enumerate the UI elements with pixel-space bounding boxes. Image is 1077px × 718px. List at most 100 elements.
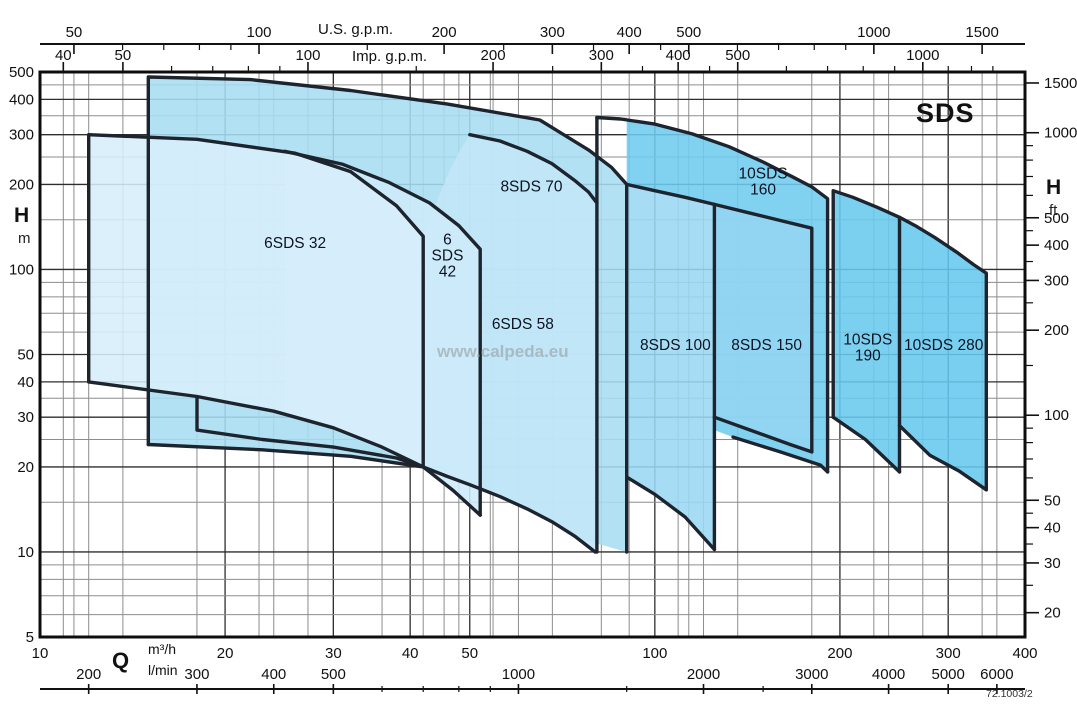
q-m3h-tick-label: 100 [642,645,667,662]
head-axis-unit-right: ft [1049,202,1058,219]
pump-curve-outline-15 [731,435,830,474]
pump-curve-outline-19 [897,423,988,492]
head-axis-unit-left: m [18,230,31,247]
us-gpm-tick-label: 1000 [857,24,890,41]
h-m-tick-label: 500 [9,64,34,81]
pump-range-8sds-100 [626,184,715,550]
pump-curve-outline-4 [146,75,629,554]
lmin-tick-label: 400 [261,666,286,683]
pump-range-6sds-32 [88,134,424,467]
h-ft-tick-label: 300 [1044,272,1069,289]
pump-label-10sds: 10SDS [739,165,788,182]
pump-curve-outline-5 [146,442,425,469]
series-title: SDS [916,98,975,128]
h-ft-tick-label: 1000 [1044,125,1077,142]
pump-curve-outline-7 [468,132,599,205]
h-ft-tick-label: 500 [1044,210,1069,227]
imp-gpm-axis-title: Imp. g.p.m. [352,48,428,65]
head-axis-symbol-right: H [1046,176,1062,199]
h-m-tick-label: 20 [17,459,34,476]
lmin-tick-label: 2000 [687,666,720,683]
h-ft-tick-label: 30 [1044,555,1061,572]
h-m-tick-label: 50 [17,347,34,364]
h-ft-tick-label: 20 [1044,605,1061,622]
us-gpm-axis-title: U.S. g.p.m. [318,21,394,38]
lmin-tick-label: 3000 [795,666,828,683]
us-gpm-tick-label: 400 [617,24,642,41]
head-axis-symbol-left: H [14,204,30,227]
h-m-tick-label: 30 [17,409,34,426]
pump-curve-outline-16 [831,188,902,474]
pump-label-8sds-100: 8SDS 100 [640,337,711,354]
h-ft-tick-label: 1500 [1044,75,1077,92]
us-gpm-tick-label: 500 [676,24,701,41]
q-m3h-tick-label: 300 [936,645,961,662]
imp-gpm-tick-label: 40 [55,47,72,64]
flow-axis-symbol: Q [112,648,130,673]
pump-range-10sds-190 [833,190,900,472]
q-m3h-tick-label: 200 [827,645,852,662]
pump-range-10sds-280 [899,217,987,490]
q-m3h-tick-label: 30 [325,645,342,662]
watermark: www.calpeda.eu [437,342,569,361]
lmin-tick-label: 6000 [980,666,1013,683]
document-code: 72.1003/2 [986,688,1033,700]
pump-curve-outline-14 [712,415,814,454]
us-gpm-tick-label: 200 [432,24,457,41]
imp-gpm-tick-label: 300 [589,47,614,64]
pump-label-8sds-150: 8SDS 150 [731,337,802,354]
pump-label-6sds-58: 6SDS 58 [492,316,554,333]
lmin-tick-label: 4000 [872,666,905,683]
flow-axis-unit-m3h: m³/h [148,641,176,657]
pump-label-sds: SDS [432,248,464,265]
lmin-tick-label: 200 [76,666,101,683]
us-gpm-tick-label: 100 [246,24,271,41]
plot-border [38,70,1027,639]
us-gpm-tick-label: 50 [66,24,83,41]
pump-curve-outline-13 [712,202,814,454]
pump-curve-outline-6 [195,396,597,554]
imp-gpm-tick-label: 200 [481,47,506,64]
pump-label-6: 6 [443,232,452,249]
q-m3h-tick-label: 400 [1012,645,1037,662]
q-m3h-tick-label: 20 [217,645,234,662]
pump-curve-outline-0 [86,132,425,469]
h-m-tick-label: 200 [9,176,34,193]
pump-curve-outline-1 [86,380,425,469]
lmin-tick-label: 300 [184,666,209,683]
h-ft-tick-label: 40 [1044,520,1061,537]
pump-curve-outline-17 [831,415,902,474]
pump-curve-outline-12 [595,115,830,474]
pump-range-8sds-150 [714,204,812,452]
flow-axis-unit-lmin: l/min [148,662,178,678]
h-ft-tick-label: 50 [1044,492,1061,509]
pump-label-190: 190 [855,347,881,364]
pump-curve-outline-9 [625,182,717,207]
h-ft-tick-label: 400 [1044,237,1069,254]
h-ft-tick-label: 200 [1044,322,1069,339]
lmin-tick-label: 1000 [502,666,535,683]
imp-gpm-tick-label: 400 [666,47,691,64]
pump-curve-outline-2 [283,149,482,517]
us-gpm-tick-label: 1500 [965,24,998,41]
h-m-tick-label: 300 [9,127,34,144]
pump-curve-outline-11 [625,475,717,552]
lmin-tick-label: 500 [321,666,346,683]
pump-label-42: 42 [439,264,456,281]
imp-gpm-tick-label: 100 [295,47,320,64]
pump-label-160: 160 [750,181,776,198]
imp-gpm-tick-label: 50 [115,47,132,64]
h-m-tick-label: 5 [26,629,34,646]
h-m-tick-label: 40 [17,374,34,391]
us-gpm-tick-label: 300 [540,24,565,41]
imp-gpm-tick-label: 500 [725,47,750,64]
h-ft-tick-label: 100 [1044,407,1069,424]
pump-label-8sds-70: 8SDS 70 [500,178,562,195]
pump-label-6sds-32: 6SDS 32 [264,235,326,252]
q-m3h-tick-label: 50 [461,645,478,662]
pump-label-10sds: 10SDS [843,331,892,348]
pump-curve-outline-18 [897,215,988,492]
pump-label-10sds-280: 10SDS 280 [904,337,984,354]
